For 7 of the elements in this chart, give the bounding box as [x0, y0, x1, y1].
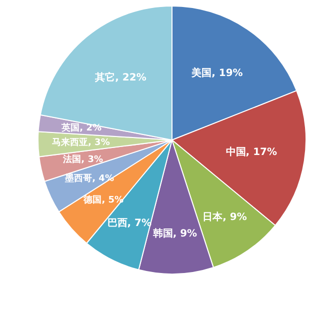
slice-label: 马来西亚, 3%: [52, 136, 110, 148]
slice-label: 其它, 22%: [94, 72, 146, 84]
slice-label: 法国, 3%: [62, 154, 103, 165]
slice-label: 美国, 19%: [190, 67, 243, 80]
slice-label: 韩国, 9%: [152, 227, 198, 240]
slice-label: 日本, 9%: [202, 211, 247, 224]
slice-label: 中国, 17%: [226, 146, 278, 158]
